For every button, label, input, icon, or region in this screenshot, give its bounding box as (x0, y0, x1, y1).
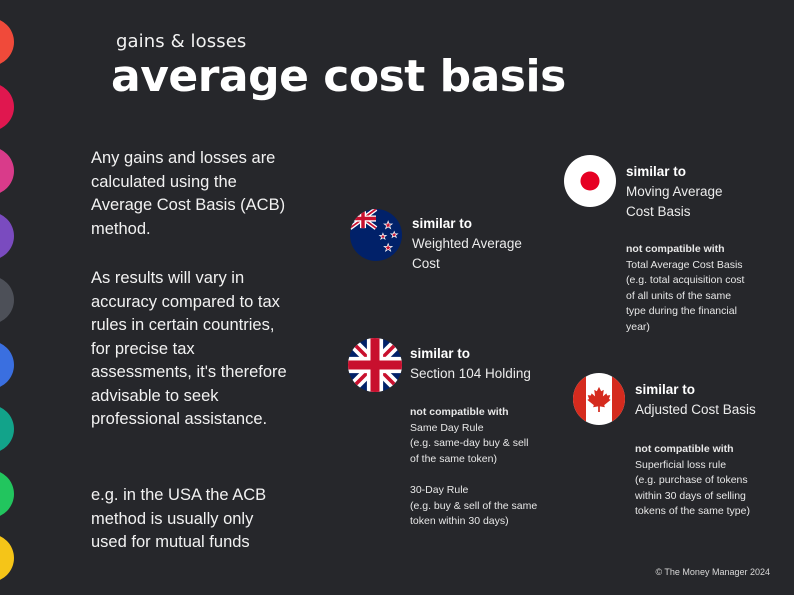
side-dot (0, 340, 14, 389)
ca-similar-value: Adjusted Cost Basis (635, 402, 756, 417)
side-dot (0, 534, 14, 582)
jp-not-compatible-label: not compatible with (626, 243, 725, 255)
copyright-notice: © The Money Manager 2024 (655, 567, 770, 577)
side-dot (0, 469, 14, 518)
uk-similar-label: similar to (410, 346, 471, 361)
side-dot (0, 405, 14, 453)
japan-flag-icon (564, 155, 616, 207)
uk-similar-value: Section 104 Holding (410, 366, 531, 381)
jp-similar-label: similar to (626, 164, 687, 179)
uk-rule2-example: (e.g. buy & sell of the same token withi… (410, 499, 538, 528)
jp-rule1-name: Total Average Cost Basis (626, 258, 743, 271)
uk-rule2-name: 30-Day Rule (410, 484, 469, 496)
ca-similar: similar to Adjusted Cost Basis (635, 380, 756, 420)
side-dot (0, 211, 14, 260)
side-dot (0, 276, 14, 324)
united-kingdom-flag-icon (348, 338, 402, 392)
uk-rule1-example: (e.g. same-day buy & sell of the same to… (410, 437, 529, 465)
new-zealand-flag-icon (350, 209, 402, 261)
ca-rule1-name: Superficial loss rule (635, 458, 727, 471)
side-dot (0, 147, 14, 195)
uk-similar: similar to Section 104 Holding (410, 344, 531, 384)
intro-paragraph-1: Any gains and losses are calculated usin… (91, 149, 286, 238)
jp-similar: similar to Moving Average Cost Basis (626, 162, 723, 222)
intro-paragraph-3: e.g. in the USA the ACB method is usuall… (91, 486, 267, 551)
nz-similar: similar to Weighted Average Cost (412, 214, 522, 274)
page-subtitle: gains & losses (116, 31, 247, 52)
ca-not-compatible-label: not compatible with (635, 443, 734, 455)
ca-similar-label: similar to (635, 382, 696, 397)
uk-not-compatible: not compatible with Same Day Rule (e.g. … (410, 405, 537, 530)
jp-not-compatible: not compatible with Total Average Cost B… (626, 242, 744, 335)
page-title: average cost basis (111, 51, 566, 102)
ca-rule1-example: (e.g. purchase of tokens within 30 days … (635, 474, 750, 517)
nz-similar-value: Weighted Average Cost (412, 236, 522, 271)
jp-similar-value: Moving Average Cost Basis (626, 184, 723, 219)
nz-similar-label: similar to (412, 216, 473, 231)
canada-flag-icon (573, 373, 625, 425)
side-dot (0, 18, 14, 66)
side-dot (0, 82, 14, 131)
uk-not-compatible-label: not compatible with (410, 406, 509, 418)
ca-not-compatible: not compatible with Superficial loss rul… (635, 442, 750, 520)
uk-rule1-name: Same Day Rule (410, 421, 484, 434)
intro-paragraph-2: As results will vary in accuracy compare… (91, 269, 287, 428)
jp-rule1-example: (e.g. total acquisition cost of all unit… (626, 274, 745, 333)
